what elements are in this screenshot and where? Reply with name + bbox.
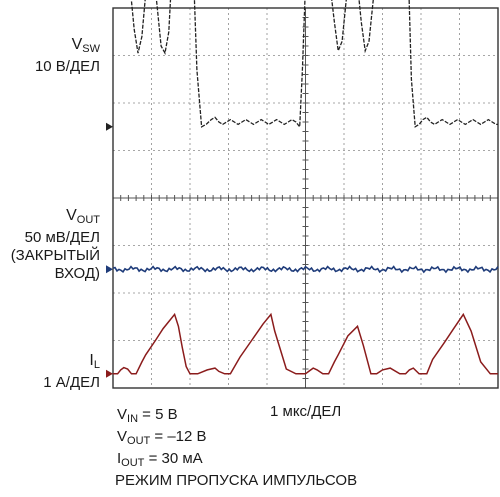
- il-symbol: I: [89, 352, 94, 369]
- channel-label-vout: VOUT 50 мВ/ДЕЛ (ЗАКРЫТЫЙ ВХОД): [11, 207, 100, 283]
- waveform-traces: [112, 0, 499, 375]
- vsw-scale: 10 В/ДЕЛ: [34, 58, 100, 75]
- condition-iout: IOUT = 30 мА: [117, 450, 203, 472]
- ground-marker-out: [106, 265, 113, 274]
- trace-vsw: [130, 0, 498, 129]
- vout-subscript: OUT: [76, 214, 100, 226]
- il-subscript: L: [93, 359, 100, 371]
- condition-vin: VIN = 5 В: [117, 406, 178, 428]
- vout-main: V: [117, 428, 128, 445]
- vin-sub: IN: [127, 413, 139, 425]
- channel-label-il: IL 1 А/ДЕЛ: [43, 352, 100, 392]
- vout-value: = –12 В: [150, 428, 207, 445]
- vsw-subscript: SW: [82, 43, 100, 55]
- il-scale: 1 А/ДЕЛ: [43, 374, 100, 391]
- channel-label-vsw: VSW 10 В/ДЕЛ: [35, 36, 100, 76]
- ground-marker-l: [106, 369, 113, 378]
- screen-border: [112, 7, 499, 389]
- vout-sub: OUT: [127, 435, 151, 447]
- iout-main: I: [117, 450, 122, 467]
- iout-value: = 30 мА: [144, 450, 203, 467]
- vout-coupling-note-2: ВХОД): [54, 265, 100, 282]
- vin-value: = 5 В: [138, 406, 178, 423]
- trace-il: [113, 312, 498, 375]
- channel-ground-markers: [106, 122, 113, 378]
- trace-vout: [112, 265, 499, 274]
- vout-symbol: V: [66, 207, 77, 224]
- vout-scale: 50 мВ/ДЕЛ: [24, 229, 100, 246]
- time-base-label: 1 мкс/ДЕЛ: [270, 403, 342, 420]
- iout-sub: OUT: [121, 457, 145, 469]
- vin-main: V: [117, 406, 128, 423]
- condition-vout: VOUT = –12 В: [117, 428, 207, 450]
- mode-label: РЕЖИМ ПРОПУСКА ИМПУЛЬСОВ: [115, 472, 358, 489]
- graticule-grid: [112, 7, 499, 389]
- vsw-symbol: V: [71, 36, 83, 53]
- vout-coupling-note: (ЗАКРЫТЫЙ: [10, 247, 100, 264]
- ground-marker-sw: [106, 122, 113, 131]
